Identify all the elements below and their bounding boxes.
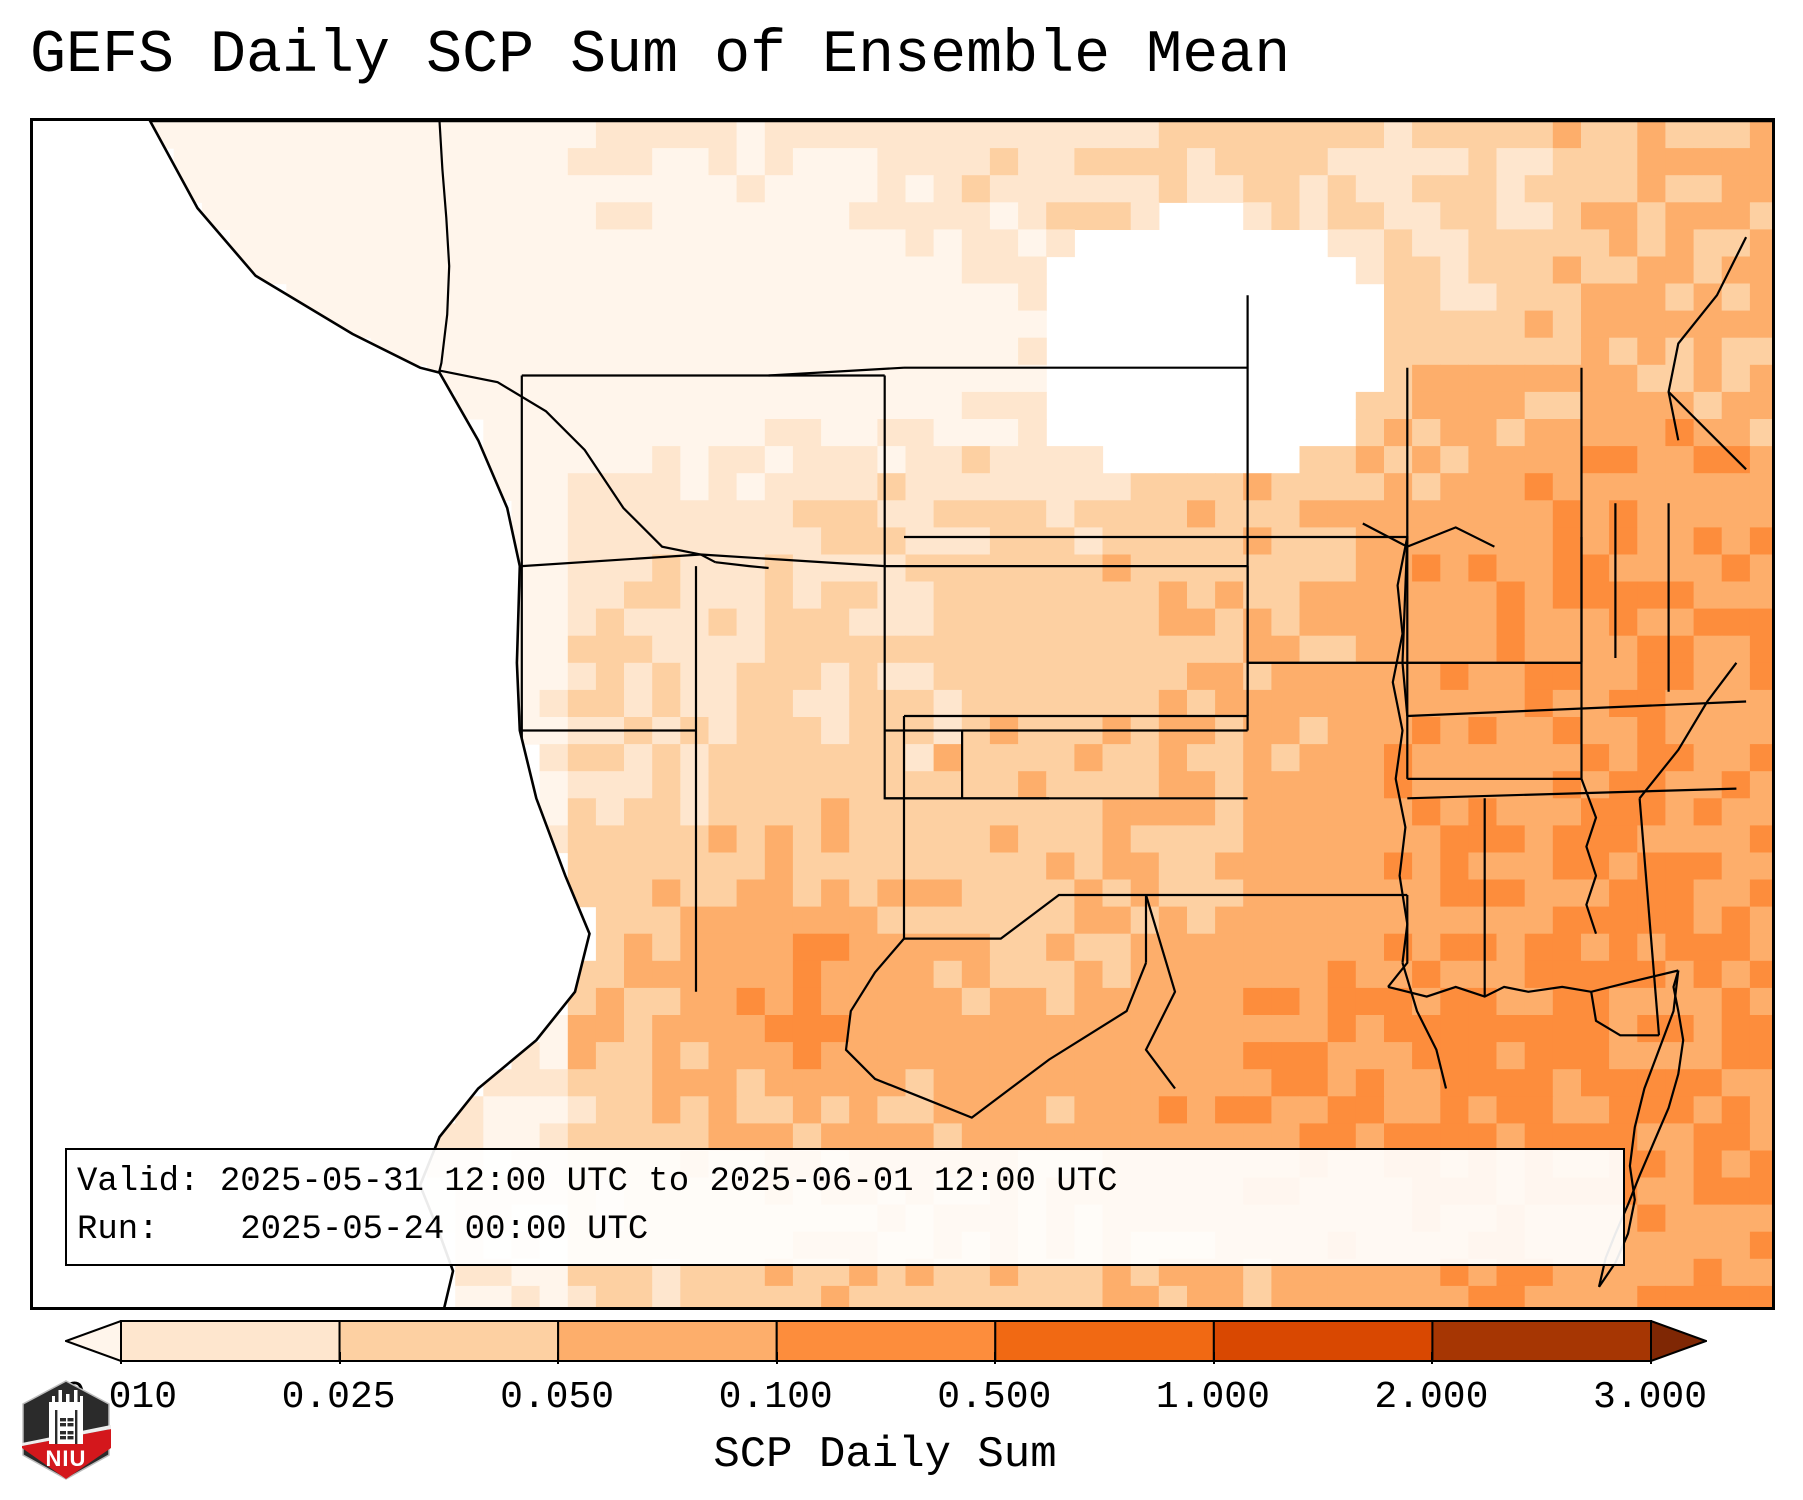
svg-text:NIU: NIU	[46, 1446, 87, 1471]
